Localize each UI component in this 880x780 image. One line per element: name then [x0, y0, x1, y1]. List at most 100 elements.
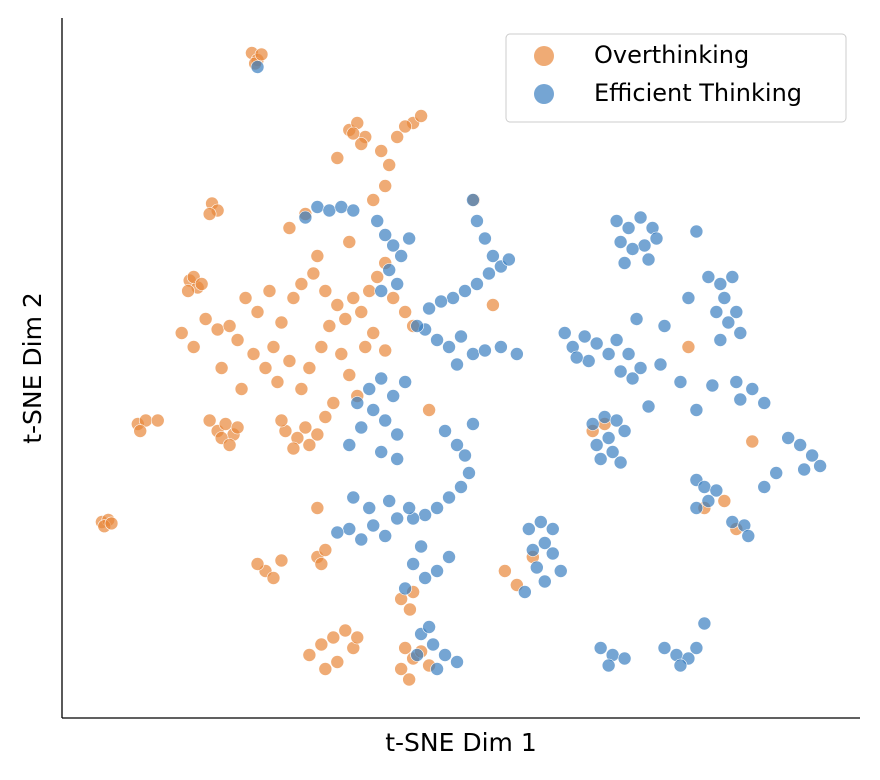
- point: [390, 511, 404, 526]
- point: [354, 532, 369, 547]
- point: [649, 231, 664, 246]
- point: [370, 214, 385, 228]
- point: [298, 210, 313, 225]
- point: [797, 462, 811, 477]
- point: [533, 515, 548, 529]
- point: [402, 501, 416, 515]
- point: [406, 557, 420, 571]
- point: [403, 602, 417, 617]
- point: [609, 333, 624, 347]
- point: [198, 312, 213, 326]
- point: [522, 522, 536, 536]
- legend-marker: [534, 46, 554, 66]
- point: [358, 340, 373, 354]
- point: [442, 550, 456, 564]
- point: [390, 427, 404, 442]
- point: [334, 200, 349, 214]
- point: [593, 641, 608, 655]
- point: [326, 396, 341, 410]
- point: [398, 375, 412, 389]
- point: [641, 399, 656, 414]
- point: [250, 305, 265, 319]
- point: [617, 424, 632, 438]
- point: [318, 410, 333, 424]
- point: [486, 249, 500, 263]
- point: [410, 648, 424, 662]
- point: [617, 651, 632, 666]
- point: [617, 256, 632, 270]
- point: [326, 630, 341, 645]
- point: [318, 662, 333, 676]
- point: [482, 266, 496, 281]
- point: [426, 637, 440, 652]
- point: [458, 284, 472, 298]
- point: [601, 431, 616, 445]
- point: [382, 263, 396, 277]
- point: [625, 242, 640, 256]
- point: [286, 291, 301, 305]
- point: [202, 207, 217, 221]
- point: [310, 427, 325, 442]
- point: [378, 343, 392, 358]
- point: [306, 266, 321, 281]
- point: [342, 235, 357, 249]
- point: [218, 417, 233, 431]
- point: [378, 179, 392, 193]
- point: [526, 543, 540, 557]
- point: [266, 340, 281, 354]
- point: [186, 340, 201, 354]
- point: [330, 655, 345, 669]
- point: [705, 378, 720, 393]
- point: [729, 305, 744, 319]
- point: [302, 648, 317, 662]
- point: [697, 616, 712, 631]
- point: [330, 298, 345, 312]
- point: [270, 375, 285, 389]
- point: [733, 392, 748, 407]
- point: [302, 361, 317, 375]
- point: [414, 539, 428, 554]
- point: [350, 396, 365, 410]
- point: [442, 490, 456, 505]
- point: [494, 340, 508, 354]
- point: [577, 329, 592, 344]
- point: [314, 637, 329, 652]
- point: [673, 658, 688, 673]
- point: [294, 277, 309, 291]
- point: [553, 564, 568, 578]
- point: [689, 224, 704, 239]
- point: [613, 235, 628, 249]
- point: [366, 193, 381, 207]
- point: [354, 305, 369, 319]
- point: [274, 315, 289, 330]
- point: [430, 333, 444, 347]
- point: [629, 312, 644, 326]
- point: [350, 630, 365, 645]
- point: [689, 501, 704, 515]
- point: [717, 291, 732, 305]
- point: [314, 340, 329, 354]
- point: [310, 200, 325, 214]
- point: [374, 284, 389, 298]
- point: [274, 553, 289, 568]
- point: [418, 508, 432, 522]
- point: [434, 294, 448, 309]
- point: [422, 403, 436, 417]
- point: [398, 119, 412, 134]
- point: [557, 326, 572, 340]
- point: [757, 480, 772, 494]
- point: [625, 371, 640, 386]
- point: [601, 658, 616, 673]
- point: [681, 340, 696, 354]
- point: [609, 214, 624, 228]
- point: [230, 333, 245, 347]
- point: [314, 557, 329, 571]
- point: [729, 375, 744, 389]
- point: [805, 448, 819, 463]
- point: [545, 522, 560, 536]
- point: [234, 382, 249, 396]
- point: [382, 494, 396, 508]
- point: [390, 452, 404, 466]
- point: [274, 413, 289, 428]
